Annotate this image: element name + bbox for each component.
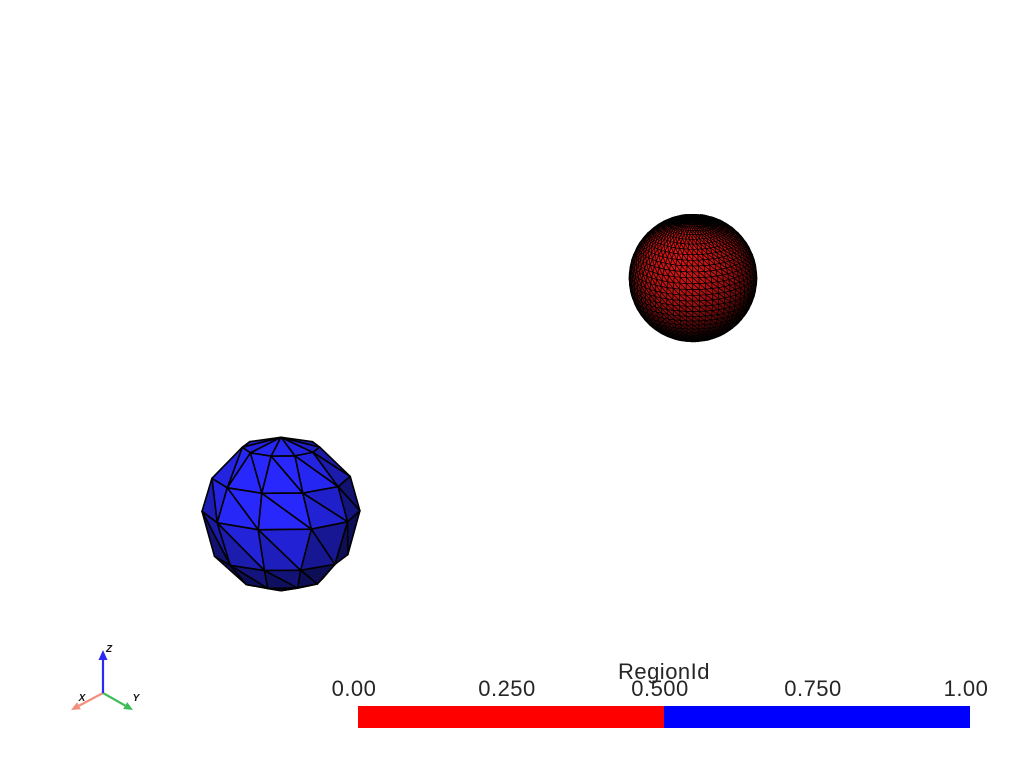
orientation-axes-widget: X Y Z (71, 644, 141, 710)
y-axis-label: Y (133, 693, 141, 704)
scalar-bar-tick-label: 0.00 (331, 676, 377, 701)
axes-arrows (71, 650, 133, 710)
coarse-blue-sphere-region-1[interactable] (201, 436, 361, 592)
z-axis-label: Z (105, 644, 113, 655)
scalar-bar-segment-0 (358, 706, 664, 728)
scalar-bar-segment-1 (664, 706, 970, 728)
scalar-bar-tick-label: 0.750 (784, 676, 842, 701)
scalar-bar-tick-label: 0.500 (631, 676, 689, 701)
scalar-bar-gradient (358, 706, 970, 728)
x-axis-label: X (78, 693, 87, 704)
scalar-bar-tick-label: 0.250 (478, 676, 536, 701)
fine-red-sphere-region-0[interactable] (628, 213, 758, 343)
scalar-bar-widget[interactable]: RegionId 0.00 0.250 0.500 0.750 1.00 (332, 659, 990, 732)
scalar-bar-tick-label: 1.00 (943, 676, 989, 701)
scalar-bar-title: RegionId (617, 659, 711, 684)
